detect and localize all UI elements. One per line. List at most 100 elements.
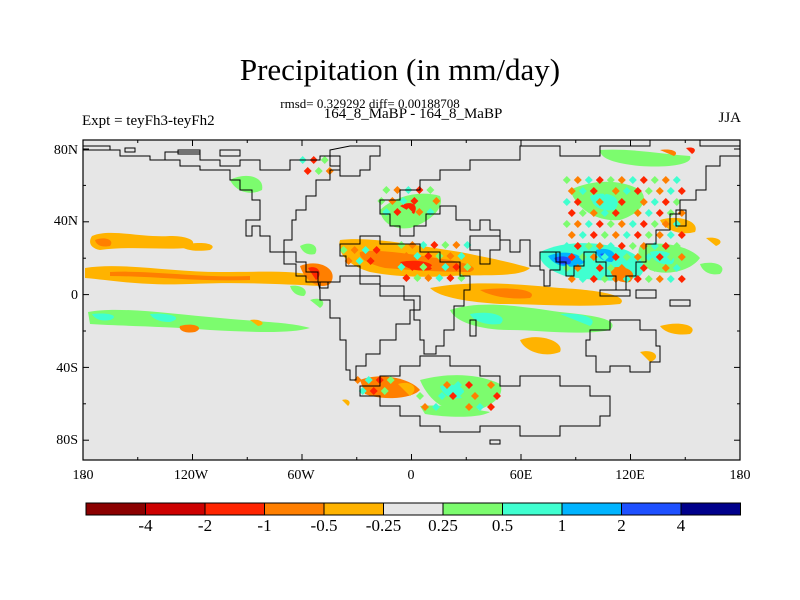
anomaly-diamond <box>611 187 620 195</box>
colorbar-swatch <box>561 502 622 516</box>
anomaly-diamond <box>314 167 323 175</box>
colorbar-swatch <box>145 502 206 516</box>
anomaly-diamond <box>463 241 472 249</box>
anomaly-diamond <box>567 209 576 217</box>
anomaly-diamond <box>408 263 417 271</box>
anomaly-diamond <box>677 187 686 195</box>
anomaly-diamond <box>600 187 609 195</box>
anomaly-diamond <box>430 263 439 271</box>
anomaly-diamond <box>655 253 664 261</box>
anomaly-diamond <box>382 186 391 194</box>
anomaly-diamond <box>421 403 429 411</box>
anomaly-diamond <box>457 252 466 260</box>
anomaly-diamond <box>430 241 439 249</box>
anomaly-diamond <box>672 176 681 184</box>
anomaly-diamond <box>432 197 441 205</box>
anomaly-diamond <box>476 403 484 411</box>
anomaly-diamond <box>606 198 615 206</box>
anomaly-diamond <box>677 253 686 261</box>
anomaly-diamond <box>397 241 406 249</box>
anomaly-diamond <box>487 403 495 411</box>
anomaly-diamond <box>578 187 587 195</box>
anomaly-diamond <box>622 275 631 283</box>
colorbar-label: 0.25 <box>428 516 458 535</box>
lon-label-60w: 60W <box>287 468 315 483</box>
anomaly-diamond <box>628 176 637 184</box>
anomaly-diamond <box>567 187 576 195</box>
anomaly-diamond <box>595 176 604 184</box>
anomaly-diamond <box>644 187 653 195</box>
anomaly-diamond <box>655 231 664 239</box>
anomaly-diamond <box>611 253 620 261</box>
anomaly-diamond <box>650 176 659 184</box>
anomaly-diamond <box>584 176 593 184</box>
anomaly-diamond <box>416 392 424 400</box>
anomaly-diamond <box>677 275 686 283</box>
anomaly-diamond <box>622 187 631 195</box>
colorbar-label: -4 <box>138 516 153 535</box>
anomaly-diamond <box>611 209 620 217</box>
anomaly-diamond <box>639 220 648 228</box>
anomaly-diamond <box>672 242 681 250</box>
anomaly-diamond <box>446 274 455 282</box>
anomaly-diamond <box>432 403 440 411</box>
anomaly-diamond <box>589 209 598 217</box>
anomaly-diamond <box>617 264 626 272</box>
anomaly-diamond <box>622 209 631 217</box>
anomaly-diamond <box>589 275 598 283</box>
anomaly-diamond <box>661 242 670 250</box>
lat-label-40s: 40S <box>56 361 78 376</box>
anomaly-diamond <box>424 252 433 260</box>
anomaly-diamond <box>600 231 609 239</box>
colorbar-swatch <box>621 502 682 516</box>
anomaly-diamond <box>415 208 424 216</box>
anomaly-diamond <box>633 187 642 195</box>
colorbar-label: -1 <box>257 516 272 535</box>
anomaly-diamond <box>567 253 576 261</box>
anomaly-diamond <box>339 246 348 254</box>
colorbar-swatch <box>502 502 563 516</box>
anomaly-diamond <box>589 187 598 195</box>
anomaly-diamond <box>633 253 642 261</box>
diamond-pattern-region <box>298 156 686 411</box>
anomaly-diamond <box>578 253 587 261</box>
anomaly-diamond <box>366 257 375 265</box>
anomaly-diamond <box>578 275 587 283</box>
anomaly-diamond <box>487 381 495 389</box>
anomaly-diamond <box>404 208 413 216</box>
anomaly-diamond <box>380 387 389 395</box>
anomaly-diamond <box>644 231 653 239</box>
anomaly-diamond <box>397 263 406 271</box>
map-title: Precipitation (in mm/day) <box>239 52 561 87</box>
anomaly-diamond <box>372 246 381 254</box>
anomaly-diamond <box>650 220 659 228</box>
anomaly-diamond <box>432 381 440 389</box>
anomaly-diamond <box>606 264 615 272</box>
colorbar-swatch <box>442 502 503 516</box>
anomaly-diamond <box>622 231 631 239</box>
anomaly-diamond <box>377 197 386 205</box>
anomaly-diamond <box>573 220 582 228</box>
anomaly-diamond <box>573 242 582 250</box>
anomaly-diamond <box>666 275 675 283</box>
anomaly-diamond <box>344 257 353 265</box>
anomaly-diamond <box>562 220 571 228</box>
anomaly-diamond <box>584 220 593 228</box>
anomaly-diamond <box>369 387 378 395</box>
anomaly-diamond <box>617 198 626 206</box>
anomaly-diamond <box>595 264 604 272</box>
anomaly-diamond <box>399 197 408 205</box>
anomaly-diamond <box>606 176 615 184</box>
anomaly-diamond <box>435 252 444 260</box>
anomaly-diamond <box>584 264 593 272</box>
anomaly-diamond <box>350 246 359 254</box>
anomaly-diamond <box>600 253 609 261</box>
colorbar-label: 4 <box>676 516 686 535</box>
anomaly-diamond <box>639 176 648 184</box>
anomaly-diamond <box>441 263 450 271</box>
anomaly-diamond <box>443 381 451 389</box>
anomaly-diamond <box>595 242 604 250</box>
colorbar-swatch <box>85 502 146 516</box>
colorbar-swatch <box>204 502 265 516</box>
